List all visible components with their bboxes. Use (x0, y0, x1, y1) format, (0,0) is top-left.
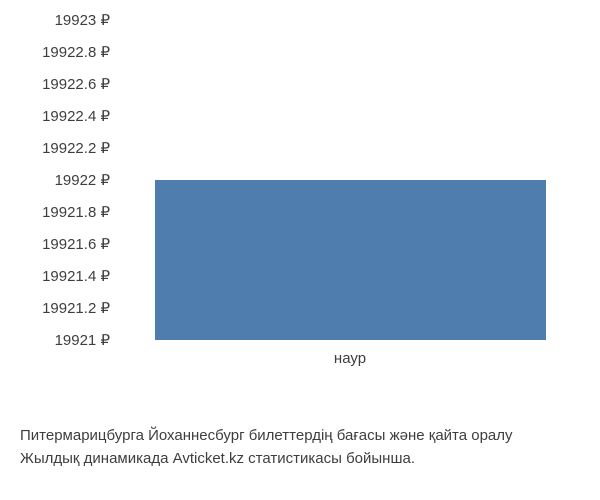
y-tick: 19921 ₽ (10, 331, 110, 349)
y-tick: 19922.4 ₽ (10, 107, 110, 125)
chart-container: 19923 ₽ 19922.8 ₽ 19922.6 ₽ 19922.4 ₽ 19… (10, 20, 590, 400)
chart-caption: Питермарицбурга Йоханнесбург билеттердің… (20, 425, 595, 470)
y-tick: 19921.2 ₽ (10, 299, 110, 317)
y-tick: 19922 ₽ (10, 171, 110, 189)
caption-line-1: Питермарицбурга Йоханнесбург билеттердің… (20, 425, 595, 448)
y-tick: 19921.6 ₽ (10, 235, 110, 253)
y-tick: 19922.8 ₽ (10, 43, 110, 61)
plot-area: наур (120, 20, 580, 340)
y-axis: 19923 ₽ 19922.8 ₽ 19922.6 ₽ 19922.4 ₽ 19… (10, 20, 110, 340)
caption-line-2: Жылдық динамикада Avticket.kz статистика… (20, 448, 595, 471)
y-tick: 19921.8 ₽ (10, 203, 110, 221)
y-tick: 19922.2 ₽ (10, 139, 110, 157)
y-tick: 19922.6 ₽ (10, 75, 110, 93)
bar (155, 180, 546, 340)
y-tick: 19923 ₽ (10, 11, 110, 29)
y-tick: 19921.4 ₽ (10, 267, 110, 285)
x-axis-label: наур (334, 350, 366, 367)
